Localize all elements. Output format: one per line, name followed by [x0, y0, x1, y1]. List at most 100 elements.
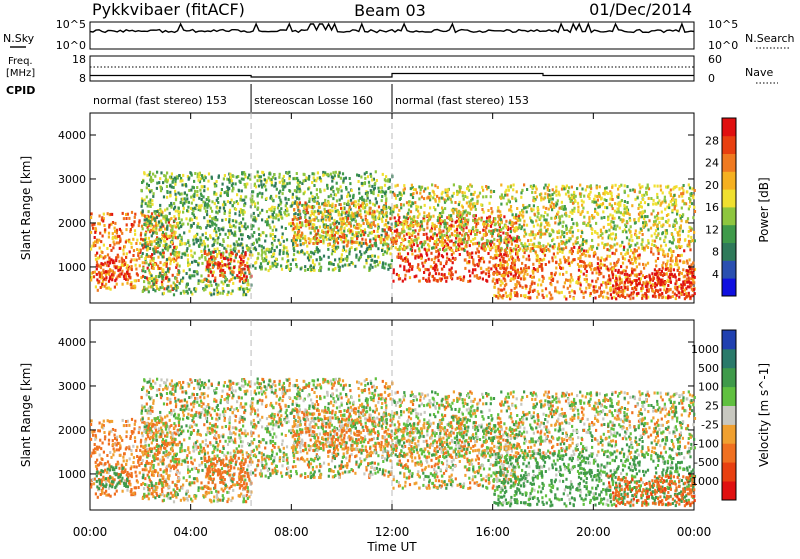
power-cell [589, 224, 591, 227]
power-cell [693, 231, 695, 234]
power-cell [333, 248, 335, 251]
power-cell [408, 203, 410, 206]
power-cell [480, 267, 482, 270]
power-cell [268, 176, 270, 179]
power-cell [352, 215, 354, 218]
power-cell [163, 215, 165, 218]
power-cell [600, 229, 602, 232]
power-cell [596, 232, 598, 235]
power-cell [297, 213, 299, 216]
power-cell [694, 210, 696, 213]
power-cell [185, 286, 187, 289]
power-cell [423, 243, 425, 246]
power-cell [445, 280, 447, 283]
power-cell [403, 204, 405, 207]
power-cell [318, 212, 320, 215]
power-cell [499, 223, 501, 226]
power-cell [215, 283, 217, 286]
power-cell [312, 242, 314, 245]
power-cell [464, 258, 466, 261]
power-cell [467, 187, 469, 190]
power-cell [594, 195, 596, 198]
power-cell [179, 282, 181, 285]
power-cell [220, 256, 222, 259]
power-cell [478, 244, 480, 247]
power-cell [665, 186, 667, 189]
power-cell [263, 246, 265, 249]
power-cell [232, 282, 234, 285]
power-cell [108, 273, 110, 276]
power-cell [519, 219, 521, 222]
power-cell [225, 250, 227, 253]
power-cell [119, 268, 121, 271]
power-cell [223, 240, 225, 243]
power-cell [161, 283, 163, 286]
power-cell [328, 201, 330, 204]
power-cell [287, 255, 289, 258]
power-cell [686, 190, 688, 193]
power-cell [153, 225, 155, 228]
power-cell [279, 181, 281, 184]
power-cell [439, 236, 441, 239]
power-cell [431, 258, 433, 261]
power-cell [331, 186, 333, 189]
power-cell [612, 207, 614, 210]
power-cell [333, 223, 335, 226]
power-cell [442, 211, 444, 214]
power-cell [548, 224, 550, 227]
power-cell [158, 288, 160, 291]
cpid-segment-label: normal (fast stereo) 153 [395, 94, 529, 107]
power-cell [116, 283, 118, 286]
power-cell [206, 261, 208, 264]
power-cell [142, 290, 144, 293]
power-cell [637, 207, 639, 210]
power-cell [394, 216, 396, 219]
power-cell [400, 206, 402, 209]
power-cell [150, 243, 152, 246]
power-cell [366, 262, 368, 265]
power-cell [351, 261, 353, 264]
power-cell [184, 253, 186, 256]
power-cell [215, 193, 217, 196]
power-cell [548, 184, 550, 187]
power-cell [148, 269, 150, 272]
power-cell [210, 256, 212, 259]
power-cell [233, 271, 235, 274]
power-cell [406, 216, 408, 219]
power-cell [639, 186, 641, 189]
power-cell [92, 271, 94, 274]
power-cell [183, 207, 185, 210]
power-cell [631, 204, 633, 207]
power-cell [197, 222, 199, 225]
power-cell [566, 185, 568, 188]
power-cell [175, 193, 177, 196]
power-cell [311, 195, 313, 198]
power-cell [668, 191, 670, 194]
power-cell [441, 207, 443, 210]
power-cell [527, 239, 529, 242]
power-cell [535, 219, 537, 222]
power-cell [278, 218, 280, 221]
power-cell [398, 274, 400, 277]
power-cell [114, 286, 116, 289]
power-cell [100, 240, 102, 243]
power-cell [562, 225, 564, 228]
power-cell [413, 188, 415, 191]
power-cell [98, 272, 100, 275]
power-cell [347, 214, 349, 217]
power-cell [500, 197, 502, 200]
power-cell [371, 216, 373, 219]
power-cell [215, 211, 217, 214]
power-cell [369, 232, 371, 235]
power-cell [204, 278, 206, 281]
power-cell [222, 203, 224, 206]
power-cell [329, 209, 331, 212]
power-cell [535, 233, 537, 236]
power-cell [130, 242, 132, 245]
power-cell [190, 189, 192, 192]
power-cell [657, 212, 659, 215]
power-cell [596, 195, 598, 198]
power-cell [348, 252, 350, 255]
power-cell [581, 248, 583, 251]
power-cell [565, 193, 567, 196]
